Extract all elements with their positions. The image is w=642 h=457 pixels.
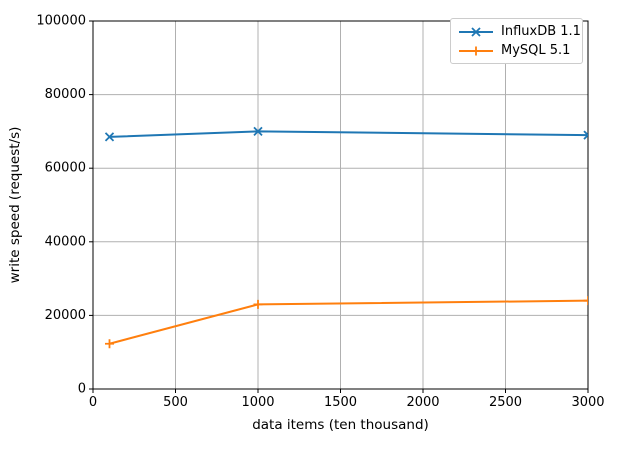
x-tick-label: 500 xyxy=(163,395,188,410)
legend-label-mysql: MySQL 5.1 xyxy=(501,42,571,58)
x-tick-label: 2000 xyxy=(406,395,439,410)
legend: InfluxDB 1.1 MySQL 5.1 xyxy=(450,18,583,64)
series-marker-1 xyxy=(253,299,263,309)
series-marker-1 xyxy=(583,296,588,306)
legend-line-sample-influxdb xyxy=(459,26,493,37)
series-marker-0 xyxy=(583,130,588,140)
legend-item-mysql: MySQL 5.1 xyxy=(458,41,578,60)
legend-sample-marker xyxy=(471,46,481,55)
series-line-1 xyxy=(108,299,588,345)
series-marker-0 xyxy=(253,126,263,137)
series-marker-0 xyxy=(104,132,115,142)
y-axis-label: write speed (request/s) xyxy=(7,127,23,284)
y-tick-label: 60000 xyxy=(45,161,86,176)
x-axis-label: data items (ten thousand) xyxy=(252,417,429,433)
y-tick-label: 40000 xyxy=(45,234,86,249)
x-tick-label: 1000 xyxy=(241,395,274,410)
x-tick-label: 3000 xyxy=(571,395,604,410)
y-tick-label: 100000 xyxy=(36,14,86,29)
legend-line-sample-mysql xyxy=(459,46,493,55)
legend-item-influxdb: InfluxDB 1.1 xyxy=(458,22,581,41)
y-tick-label: 80000 xyxy=(45,87,86,102)
legend-label-influxdb: InfluxDB 1.1 xyxy=(501,23,581,39)
series-line-0 xyxy=(108,130,588,138)
legend-sample-marker xyxy=(471,26,481,37)
series-group xyxy=(104,126,588,349)
series-marker-1 xyxy=(105,339,114,349)
y-tick-label: 0 xyxy=(78,382,86,397)
x-tick-label: 2500 xyxy=(489,395,522,410)
x-tick-label: 0 xyxy=(89,395,97,410)
y-tick-label: 20000 xyxy=(45,308,86,323)
x-tick-label: 1500 xyxy=(324,395,357,410)
